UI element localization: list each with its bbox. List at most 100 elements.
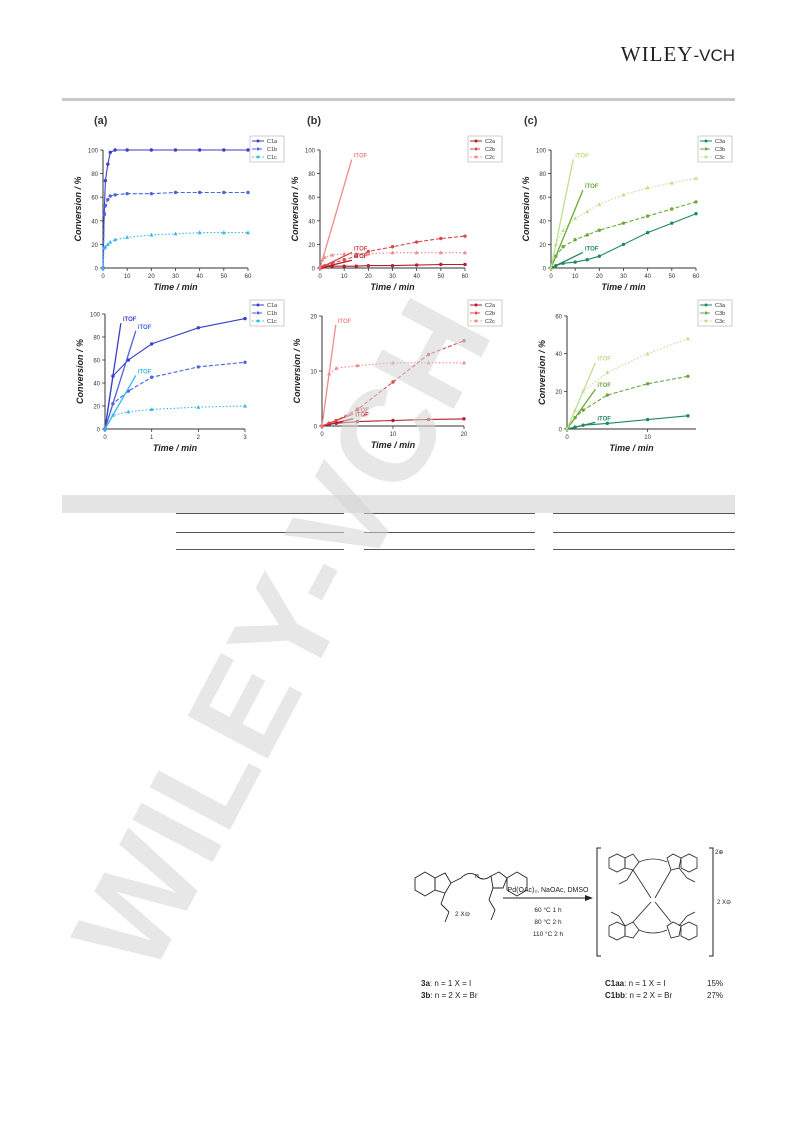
- data-point-C2b: [342, 258, 346, 262]
- data-point-C3c: [685, 336, 690, 341]
- data-point-C3b: [645, 382, 650, 386]
- data-point-C1c: [126, 409, 131, 414]
- chart-a-bottom: 0 20 40 60 80 100 0 1 2 3 Time / min Conversion / %…: [75, 299, 285, 453]
- data-point-C1a: [243, 316, 247, 321]
- data-point-C3a: [686, 414, 690, 418]
- itof-line-C2c: [321, 324, 337, 427]
- series-line-C1c: [104, 405, 246, 430]
- data-point-C2b: [355, 407, 360, 412]
- y-axis-title: Conversion / %: [537, 340, 547, 405]
- legend-label-C3b: C3b: [715, 147, 725, 153]
- data-point-C3a: [694, 212, 698, 216]
- product-label-c1aa: C1aa: n = 1 X = I: [605, 979, 665, 988]
- reactant-label-3b: 3b: n = 2 X = Br: [421, 991, 478, 1000]
- legend-marker-C2c: [474, 319, 478, 323]
- x-tick-label: 20: [596, 274, 603, 280]
- x-tick-label: 0: [565, 435, 569, 441]
- x-tick-label: 40: [644, 274, 651, 280]
- y-tick-label: 100: [305, 149, 316, 155]
- data-point-C3a: [670, 221, 674, 225]
- legend-marker-C1a: [256, 303, 260, 307]
- series-line-C3b: [566, 375, 689, 430]
- series-line-C1a: [102, 149, 248, 269]
- data-point-C2a: [463, 262, 467, 267]
- data-point-C2a: [439, 262, 443, 267]
- itof-label: iTOF: [354, 153, 368, 159]
- data-point-C2c: [342, 251, 347, 256]
- legend-label-C1c: C1c: [267, 319, 277, 325]
- itof-label: iTOF: [138, 369, 152, 375]
- legend-label-C3a: C3a: [715, 303, 726, 309]
- legend-label-C3c: C3c: [715, 155, 725, 161]
- itof-label: iTOF: [585, 184, 599, 190]
- data-point-C1c: [246, 230, 250, 235]
- y-tick-label: 60: [91, 196, 98, 202]
- reactant-structure: [414, 871, 528, 923]
- data-point-C3a: [605, 421, 610, 426]
- product-label-c1bb: C1bb: n = 2 X = Br: [605, 991, 672, 1000]
- itof-line-C2a: [319, 259, 353, 269]
- y-tick-label: 20: [539, 243, 546, 249]
- data-point-C1b: [108, 194, 112, 198]
- data-point-C2c: [354, 251, 359, 256]
- itof-line-C1b: [104, 330, 137, 430]
- data-point-C1c: [221, 230, 226, 235]
- y-tick-label: 20: [93, 405, 100, 411]
- x-axis-title: Time / min: [371, 440, 416, 450]
- legend-label-C2c: C2c: [485, 155, 495, 161]
- data-point-C2c: [438, 250, 443, 255]
- data-point-C1a: [173, 148, 178, 152]
- data-point-C2c: [330, 252, 335, 257]
- data-point-C3b: [686, 374, 690, 378]
- table-rule: [176, 532, 344, 533]
- data-point-C2b: [390, 245, 395, 249]
- y-tick-label: 60: [93, 359, 100, 365]
- data-point-C1b: [106, 197, 110, 202]
- data-point-C3b: [573, 237, 577, 242]
- itof-line-C3c: [566, 362, 596, 430]
- product-structure: [608, 853, 698, 941]
- series-line-C1b: [102, 191, 248, 269]
- y-tick-label: 100: [88, 149, 99, 155]
- x-tick-label: 0: [549, 274, 553, 280]
- data-point-C1c: [173, 231, 178, 236]
- itof-label: iTOF: [597, 357, 611, 363]
- y-tick-label: 0: [97, 428, 101, 434]
- y-tick-label: 20: [310, 315, 317, 321]
- legend-box: [697, 299, 733, 327]
- data-point-C3b: [561, 245, 565, 249]
- data-point-C3b: [694, 200, 698, 204]
- data-point-C2a: [366, 263, 371, 268]
- data-point-C1a: [125, 148, 129, 152]
- data-point-C3a: [585, 258, 589, 262]
- itof-label: iTOF: [575, 153, 589, 159]
- x-tick-label: 20: [461, 432, 468, 438]
- itof-label: iTOF: [354, 246, 368, 252]
- data-point-C2c: [390, 250, 395, 255]
- x-axis-title: Time / min: [601, 282, 646, 292]
- data-point-C3c: [585, 209, 590, 213]
- y-tick-label: 0: [95, 267, 99, 273]
- itof-line-C2c: [319, 159, 353, 269]
- data-point-C3c: [605, 370, 610, 375]
- x-tick-label: 20: [148, 274, 155, 280]
- product-counterion: 2 X⊖: [717, 900, 731, 906]
- data-point-C2a: [342, 264, 346, 268]
- x-axis-title: Time / min: [153, 443, 198, 453]
- legend-marker-C3b: [704, 147, 708, 151]
- data-point-C1b: [149, 375, 154, 379]
- legend-marker-C2b: [474, 311, 478, 315]
- x-tick-label: 10: [390, 432, 397, 438]
- data-point-C2b: [463, 234, 467, 238]
- data-point-C2c: [462, 360, 466, 365]
- condition-step-3: 110 °C 2 h: [533, 930, 564, 938]
- data-point-C1c: [197, 230, 202, 235]
- y-tick-label: 40: [539, 219, 546, 225]
- data-point-C1b: [173, 190, 178, 195]
- data-point-C3c: [573, 216, 578, 221]
- chart-b-bottom: 0 10 20 0 10 20 Time / min Conversion / % C2a C2b…: [292, 299, 503, 450]
- data-point-C2c: [334, 366, 339, 370]
- data-point-C1b: [222, 190, 226, 195]
- data-point-C1b: [113, 193, 117, 197]
- x-tick-label: 50: [220, 274, 227, 280]
